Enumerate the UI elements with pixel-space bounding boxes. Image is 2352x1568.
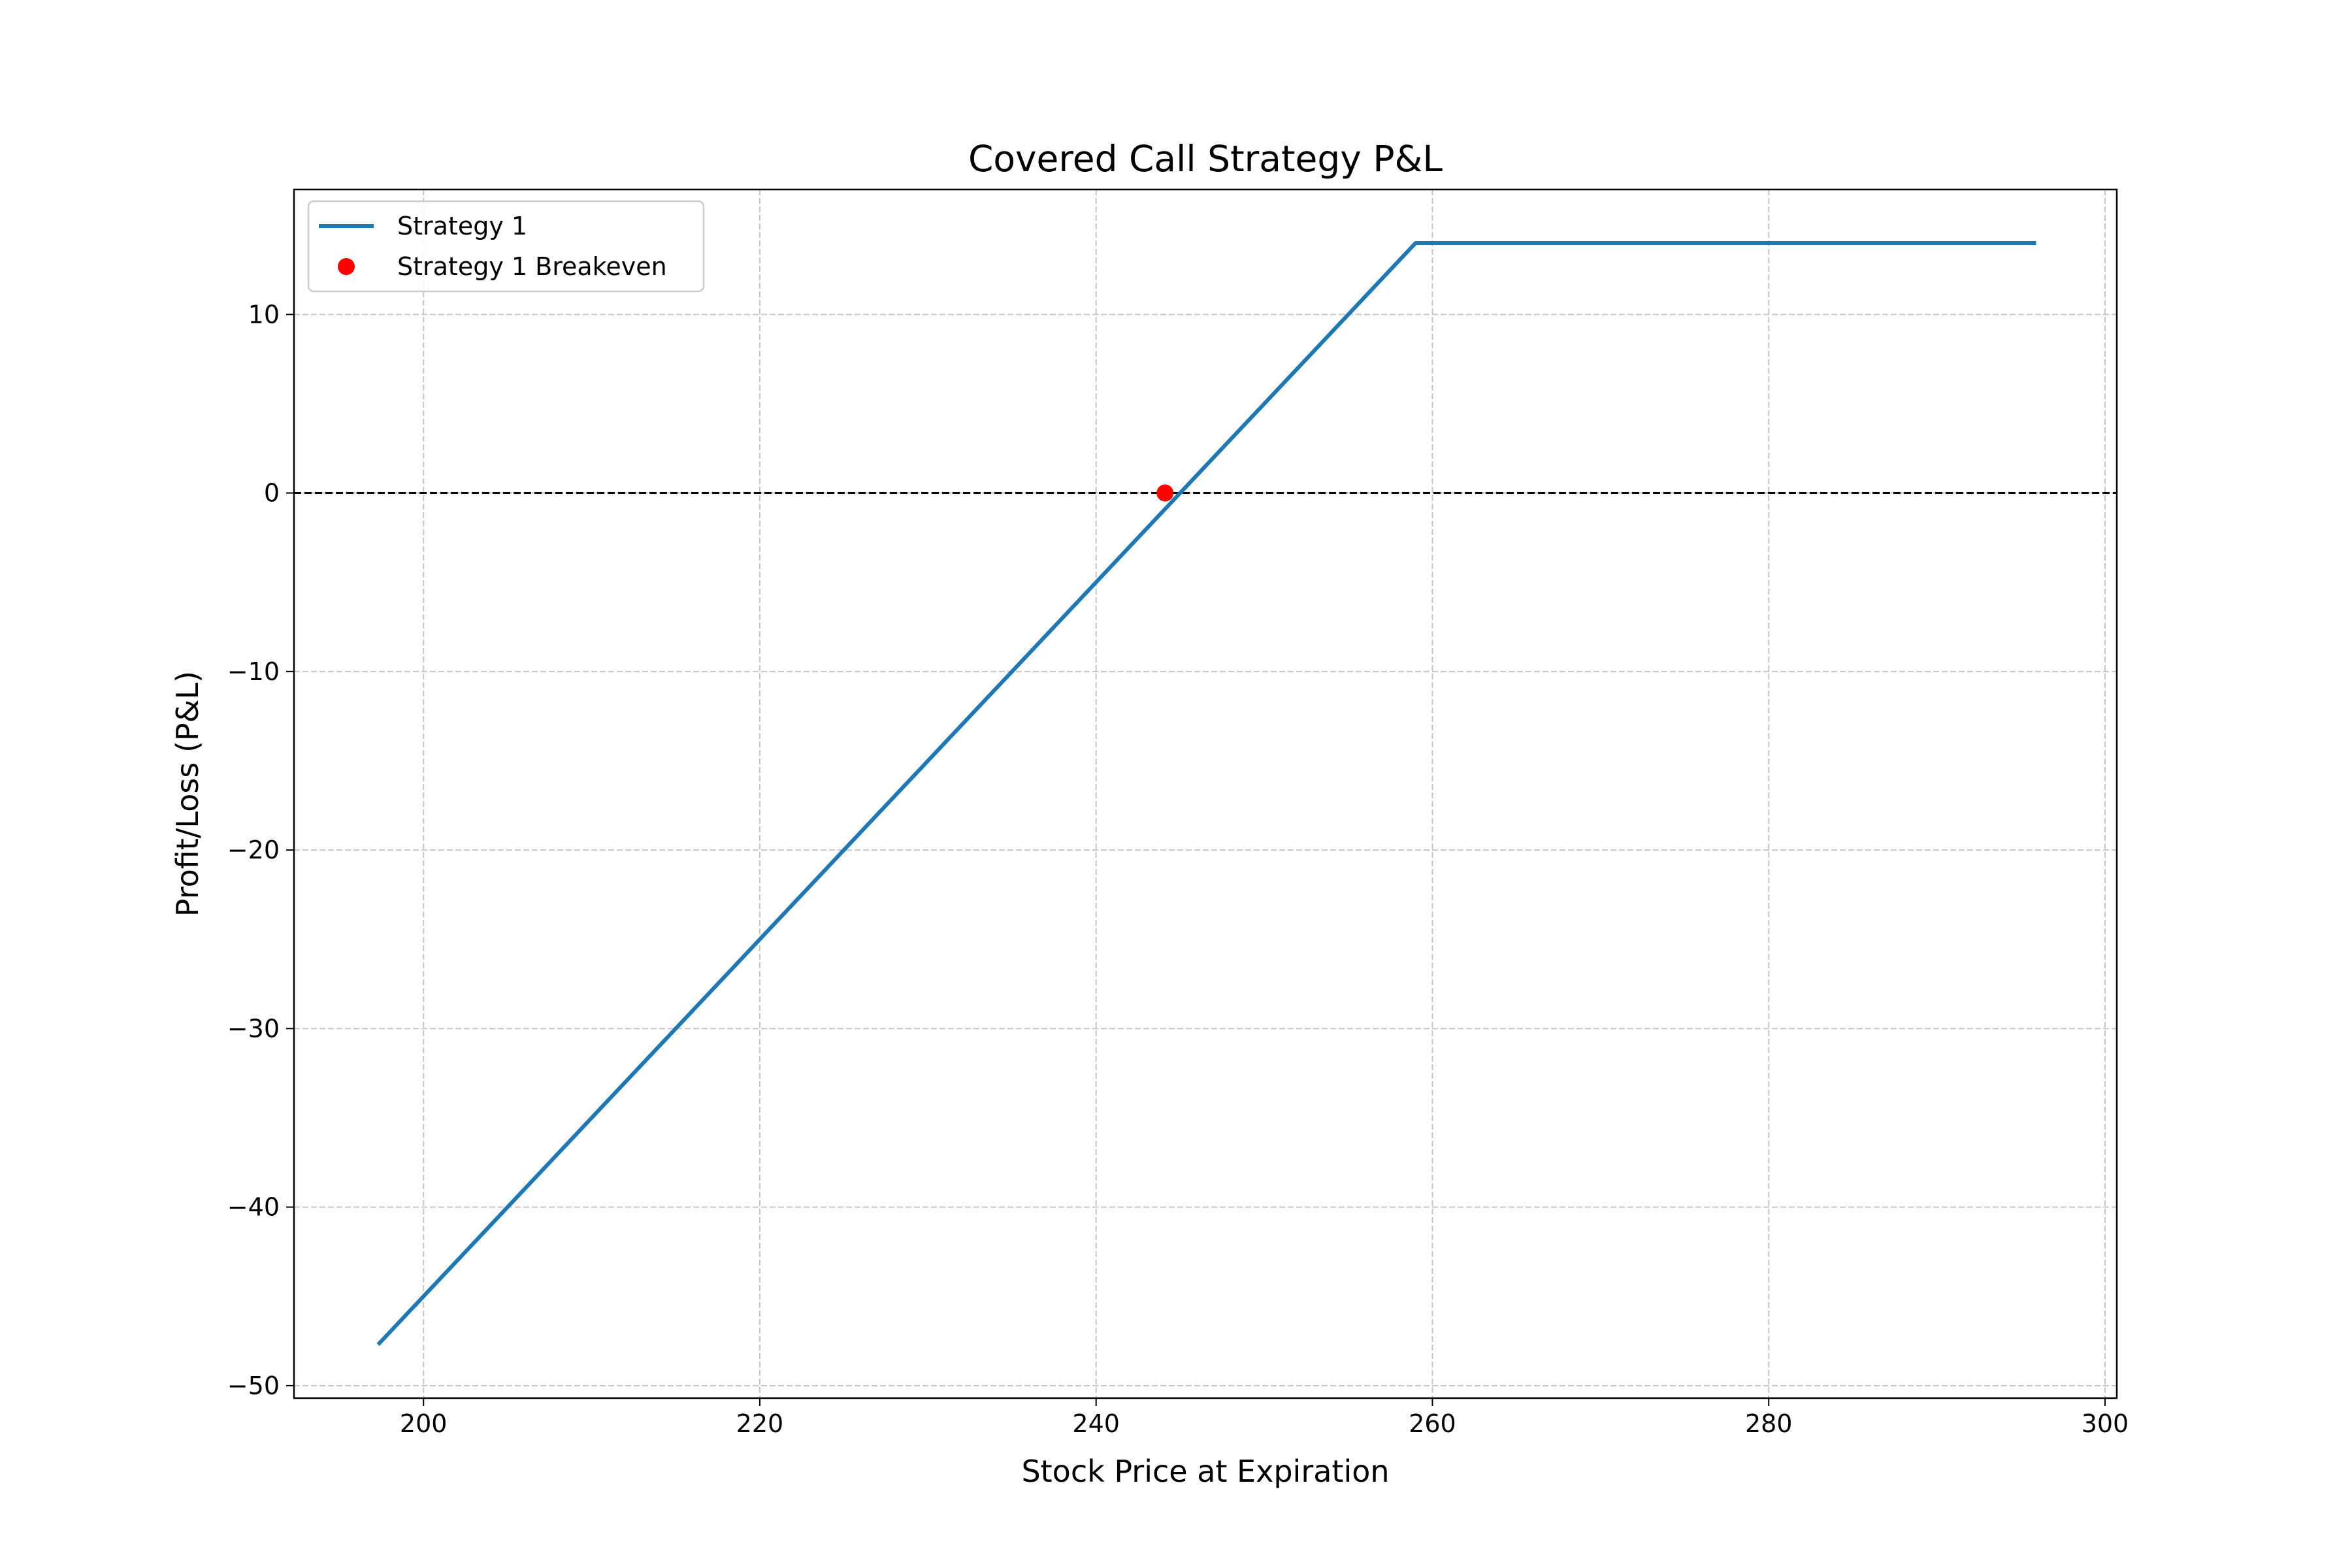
- plot-frame: [293, 188, 2118, 1399]
- y-tick-label: −30: [227, 1014, 280, 1043]
- x-axis-label: Stock Price at Expiration: [1021, 1454, 1389, 1489]
- x-tick-label: 200: [400, 1409, 448, 1438]
- breakeven-point: [1156, 484, 1174, 502]
- x-tick-label: 280: [1745, 1409, 1793, 1438]
- x-tick-label: 300: [2082, 1409, 2129, 1438]
- legend-marker-swatch: [338, 258, 355, 275]
- y-tick-label: 10: [248, 300, 280, 329]
- y-tick-label: −10: [227, 657, 280, 686]
- series: [376, 240, 2036, 1347]
- legend-label: Strategy 1: [397, 212, 527, 240]
- legend-label: Strategy 1 Breakeven: [397, 252, 667, 281]
- legend: Strategy 1 Strategy 1 Breakeven: [307, 200, 705, 293]
- y-tick-label: 0: [264, 479, 280, 508]
- y-tick-label: −20: [227, 836, 280, 864]
- y-tick-label: −50: [227, 1371, 280, 1400]
- x-tick-label: 260: [1409, 1409, 1456, 1438]
- legend-box: [307, 200, 705, 293]
- grid: [294, 189, 2117, 1398]
- chart-title: Covered Call Strategy P&L: [968, 138, 1443, 180]
- ticks: 200 220 240 260 280 300 10 0 −10 −20 −30 −40 −50: [227, 300, 2129, 1438]
- x-tick-label: 220: [736, 1409, 784, 1438]
- pnl-line: [376, 240, 2036, 1347]
- y-axis-label: Profit/Loss (P&L): [170, 671, 205, 917]
- x-tick-label: 240: [1072, 1409, 1120, 1438]
- y-tick-label: −40: [227, 1193, 280, 1222]
